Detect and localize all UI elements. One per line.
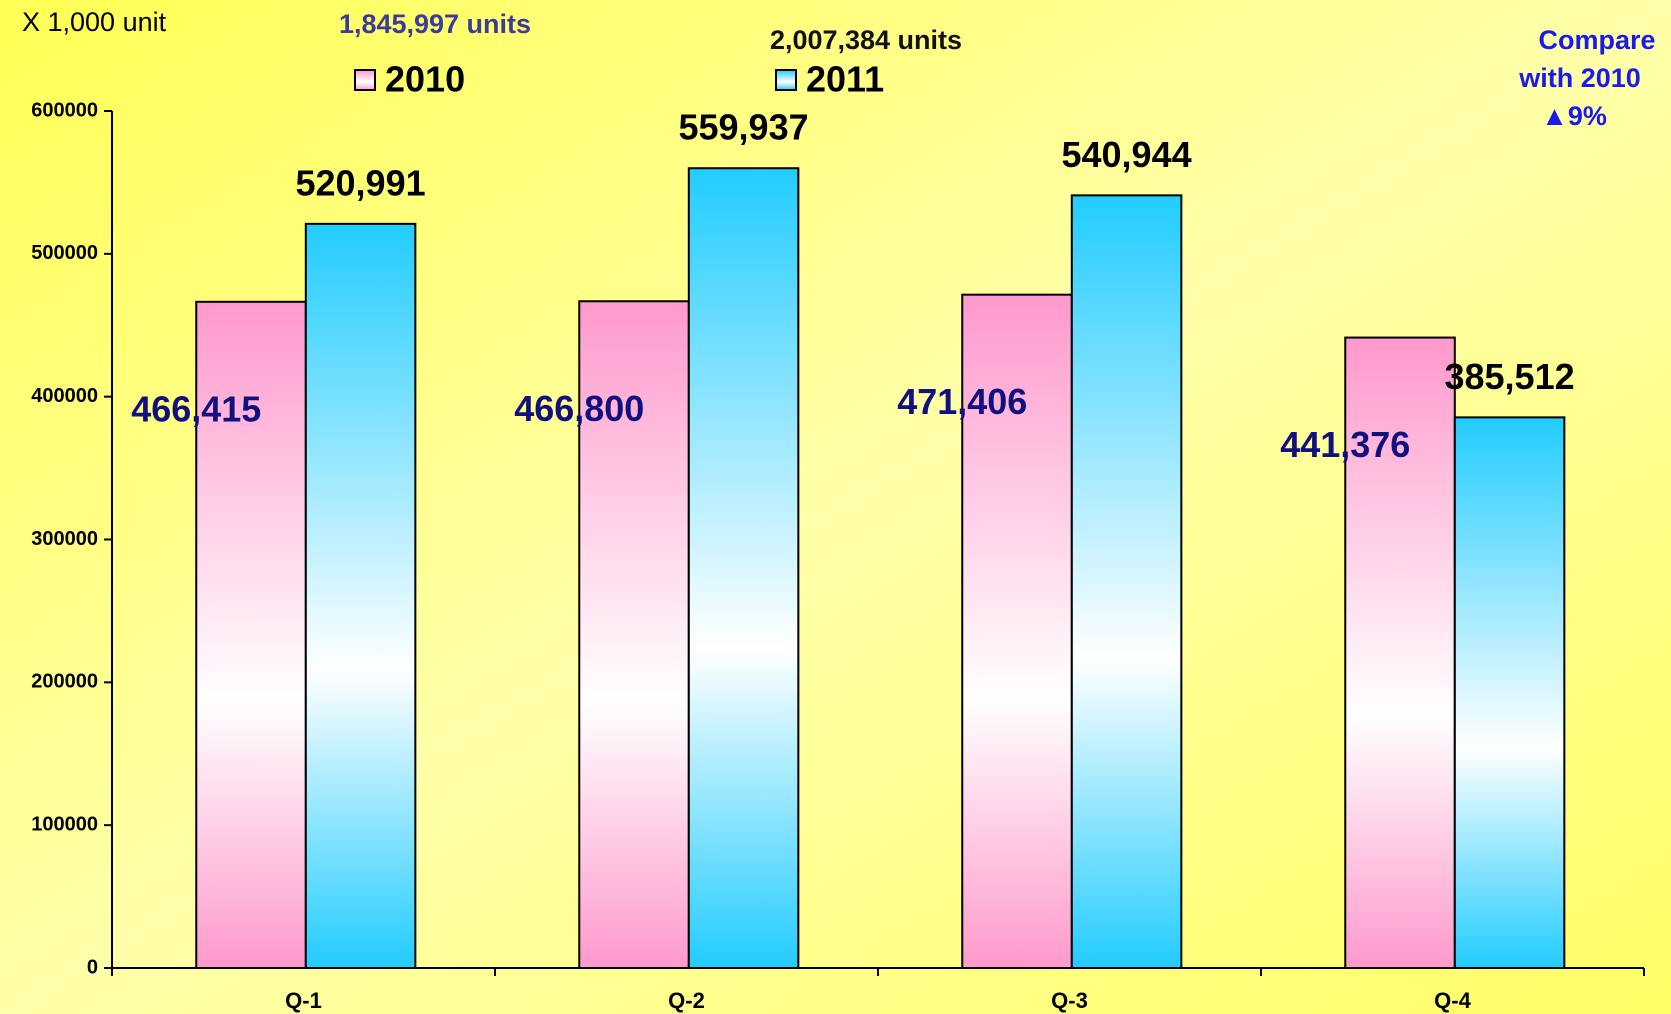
y-tick-label: 600000 [31,99,98,121]
legend-label: 2011 [806,59,884,100]
x-tick-label: Q-3 [1051,988,1088,1013]
legend-swatch [354,69,376,91]
y-tick-label: 200000 [31,671,98,693]
bar [195,300,307,969]
bar [687,167,800,969]
y-tick-label: 500000 [31,242,98,264]
bar [1453,416,1566,969]
y-tick-label: 0 [87,956,98,978]
unit-label: X 1,000 unit [22,7,167,37]
data-label: 466,415 [131,388,261,429]
compare-line: Compare [1538,25,1655,55]
x-tick-label: Q-1 [285,988,322,1013]
x-tick-label: Q-4 [1434,988,1471,1013]
data-label: 471,406 [897,381,1027,422]
total-2010: 1,845,997 units [339,9,531,39]
bar [1070,194,1183,970]
data-label: 559,937 [678,107,808,148]
y-tick-label: 100000 [31,813,98,835]
legend-label: 2010 [385,59,465,100]
compare-line: with 2010 [1518,63,1641,93]
legend-swatch [775,69,797,91]
total-2011: 2,007,384 units [770,25,962,55]
y-tick-label: 300000 [31,528,98,550]
y-tick-label: 400000 [31,385,98,407]
data-label: 441,376 [1280,424,1410,465]
bar [304,222,417,969]
compare-line: ▲9% [1541,101,1607,131]
data-label: 385,512 [1444,356,1574,397]
x-tick-label: Q-2 [668,988,705,1013]
data-label: 466,800 [514,388,644,429]
bar [961,293,1073,969]
data-label: 540,944 [1061,134,1191,175]
bar [578,300,690,969]
data-label: 520,991 [295,162,425,203]
